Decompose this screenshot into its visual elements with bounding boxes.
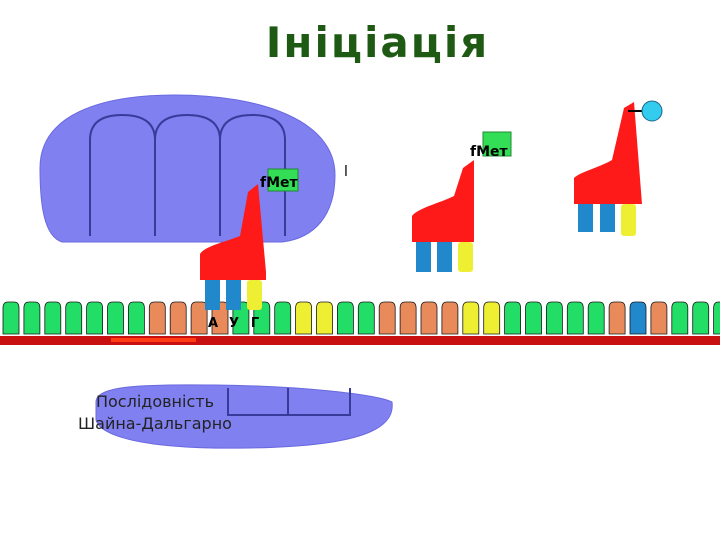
slide-title: Ініціація	[265, 18, 490, 67]
mrna-base	[169, 301, 187, 335]
mrna-base	[692, 301, 710, 335]
mrna-base	[65, 301, 83, 335]
mrna-base	[483, 301, 501, 335]
mrna-base	[295, 301, 312, 335]
mrna-bases	[2, 301, 720, 335]
mrna-base	[190, 301, 208, 335]
stray-mark: l	[344, 164, 348, 180]
mrna-base	[608, 301, 626, 335]
large-ribosomal-subunit	[39, 94, 336, 243]
mrna-base	[566, 301, 584, 335]
small-ribosomal-subunit	[95, 384, 393, 449]
shine-dalgarno-caption-line2: Шайна-Дальгарно	[78, 414, 232, 433]
mrna-base	[504, 301, 521, 335]
mrna-base	[546, 301, 563, 335]
shine-dalgarno-caption-line1: Послідовність	[95, 392, 215, 411]
anticodon-base-2	[226, 280, 241, 310]
mrna-base	[107, 301, 124, 335]
mrna-strand	[0, 336, 720, 345]
anticodon-base-3	[458, 242, 473, 272]
amino-acid-label: fМет	[260, 175, 299, 191]
codon-letter-u: У	[229, 316, 239, 331]
mrna-base	[23, 301, 41, 335]
mrna-base	[378, 301, 396, 335]
mrna-base	[525, 301, 542, 335]
mrna-base	[420, 301, 438, 335]
mrna-base	[86, 301, 103, 335]
trna-body	[200, 184, 266, 280]
shine-dalgarno-mark	[111, 338, 196, 342]
anticodon-base-1	[205, 280, 220, 310]
codon-letter-g: Г	[251, 316, 259, 331]
mrna-base	[587, 301, 605, 335]
mrna-base	[650, 301, 668, 335]
mrna-base	[629, 301, 647, 335]
trna-body	[412, 160, 474, 242]
anticodon-base-3	[621, 204, 636, 236]
anticodon-base-2	[437, 242, 452, 272]
mrna-base	[399, 301, 417, 335]
mrna-base	[44, 301, 62, 335]
ribosome-arches	[89, 113, 286, 236]
trna-free	[574, 100, 663, 236]
anticodon-base-3	[247, 280, 262, 310]
formyl-bead-icon	[641, 100, 663, 122]
mrna-base	[148, 301, 166, 335]
mrna-base	[462, 301, 480, 335]
mrna-base	[671, 301, 689, 335]
mrna-base	[441, 301, 459, 335]
mrna-base	[337, 301, 354, 335]
codon-letter-a: А	[208, 316, 218, 331]
amino-acid-tag	[482, 131, 512, 157]
amino-acid-label: fМет	[470, 144, 509, 160]
mrna-base	[274, 301, 292, 335]
mrna-base	[713, 301, 720, 335]
anticodon-base-1	[578, 204, 593, 232]
anticodon-base-1	[416, 242, 431, 272]
small-subunit-cells	[227, 388, 351, 416]
mrna-base	[357, 301, 375, 335]
mrna-base	[128, 301, 145, 335]
anticodon-base-2	[600, 204, 615, 232]
amino-acid-tag	[267, 168, 299, 192]
trna-body	[574, 102, 642, 204]
mrna-base	[316, 301, 333, 335]
trna-p-site: fМет	[200, 168, 299, 310]
trna-incoming: fМет	[412, 131, 512, 272]
mrna-base	[2, 301, 20, 335]
